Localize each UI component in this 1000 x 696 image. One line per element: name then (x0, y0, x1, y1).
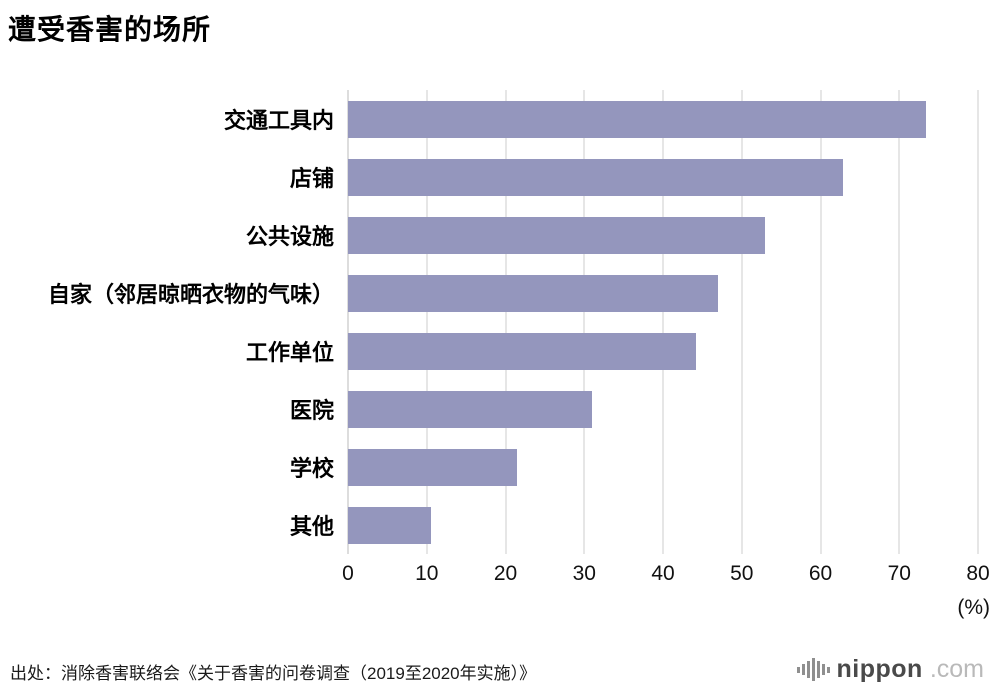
logo-tld-text: .com (929, 655, 984, 683)
bar (348, 274, 719, 312)
gridline (347, 90, 349, 554)
bars-area (348, 90, 978, 554)
nippon-logo: nippon .com (797, 655, 984, 684)
bar (348, 448, 517, 486)
x-axis-ticks: 0 10 20 30 40 50 60 70 80 (342, 562, 990, 590)
x-tick-label: 20 (493, 562, 518, 585)
bar (348, 506, 431, 544)
gridlines (347, 90, 979, 554)
x-tick-label: 80 (966, 562, 990, 585)
category-label: 学校 (289, 456, 334, 481)
bar-row (348, 90, 978, 148)
gridline (741, 90, 743, 554)
bar (348, 390, 593, 428)
bar-row (348, 438, 978, 496)
bar-row (348, 206, 978, 264)
bar-chart: 交通工具内店铺公共设施自家（邻居晾晒衣物的气味） 工作单位医院学校其他 0 10 20… (0, 90, 990, 620)
x-tick-label: 10 (415, 562, 439, 585)
gridline (820, 90, 821, 554)
bar-row (348, 148, 978, 206)
gridline (426, 90, 428, 554)
unit-label: (%) (957, 596, 990, 619)
x-tick-label: 0 (342, 562, 354, 585)
category-label: 自家（邻居晾晒衣物的气味） (47, 282, 334, 307)
x-tick-label: 50 (730, 562, 754, 585)
x-tick-label: 40 (651, 562, 675, 585)
plot-column: 0 10 20 30 40 50 60 70 80 (%) (342, 90, 990, 620)
logo-brand-text: nippon (836, 655, 923, 683)
gridline (583, 90, 585, 554)
x-tick-label: 70 (887, 562, 911, 585)
soundwave-bars-icon (797, 658, 830, 681)
bar (348, 158, 843, 196)
plot-area (347, 90, 979, 554)
category-labels: 交通工具内店铺公共设施自家（邻居晾晒衣物的气味） 工作单位医院学校其他 (0, 90, 348, 620)
bar (348, 100, 927, 138)
chart-title: 遭受香害的场所 (8, 14, 212, 45)
gridline (977, 90, 979, 554)
source-text: 出处：消除香害联络会《关于香害的问卷调查（2019至2020年实施）》 (10, 664, 537, 683)
footer: 出处：消除香害联络会《关于香害的问卷调查（2019至2020年实施）》 nipp… (10, 655, 984, 684)
category-label: 其他 (289, 514, 334, 539)
category-label: 医院 (289, 398, 334, 423)
bar (348, 332, 697, 370)
gridline (898, 90, 900, 554)
category-label: 公共设施 (245, 224, 334, 249)
category-label: 店铺 (289, 166, 334, 191)
bar-row (348, 380, 978, 438)
category-label: 交通工具内 (223, 108, 334, 133)
bar-row (348, 496, 978, 554)
category-label: 工作单位 (245, 340, 334, 365)
bar-row (348, 264, 978, 322)
x-tick-label: 60 (808, 562, 833, 585)
gridline (662, 90, 664, 554)
bar-row (348, 322, 978, 380)
bar (348, 216, 766, 254)
x-tick-label: 30 (572, 562, 596, 585)
gridline (505, 90, 506, 554)
